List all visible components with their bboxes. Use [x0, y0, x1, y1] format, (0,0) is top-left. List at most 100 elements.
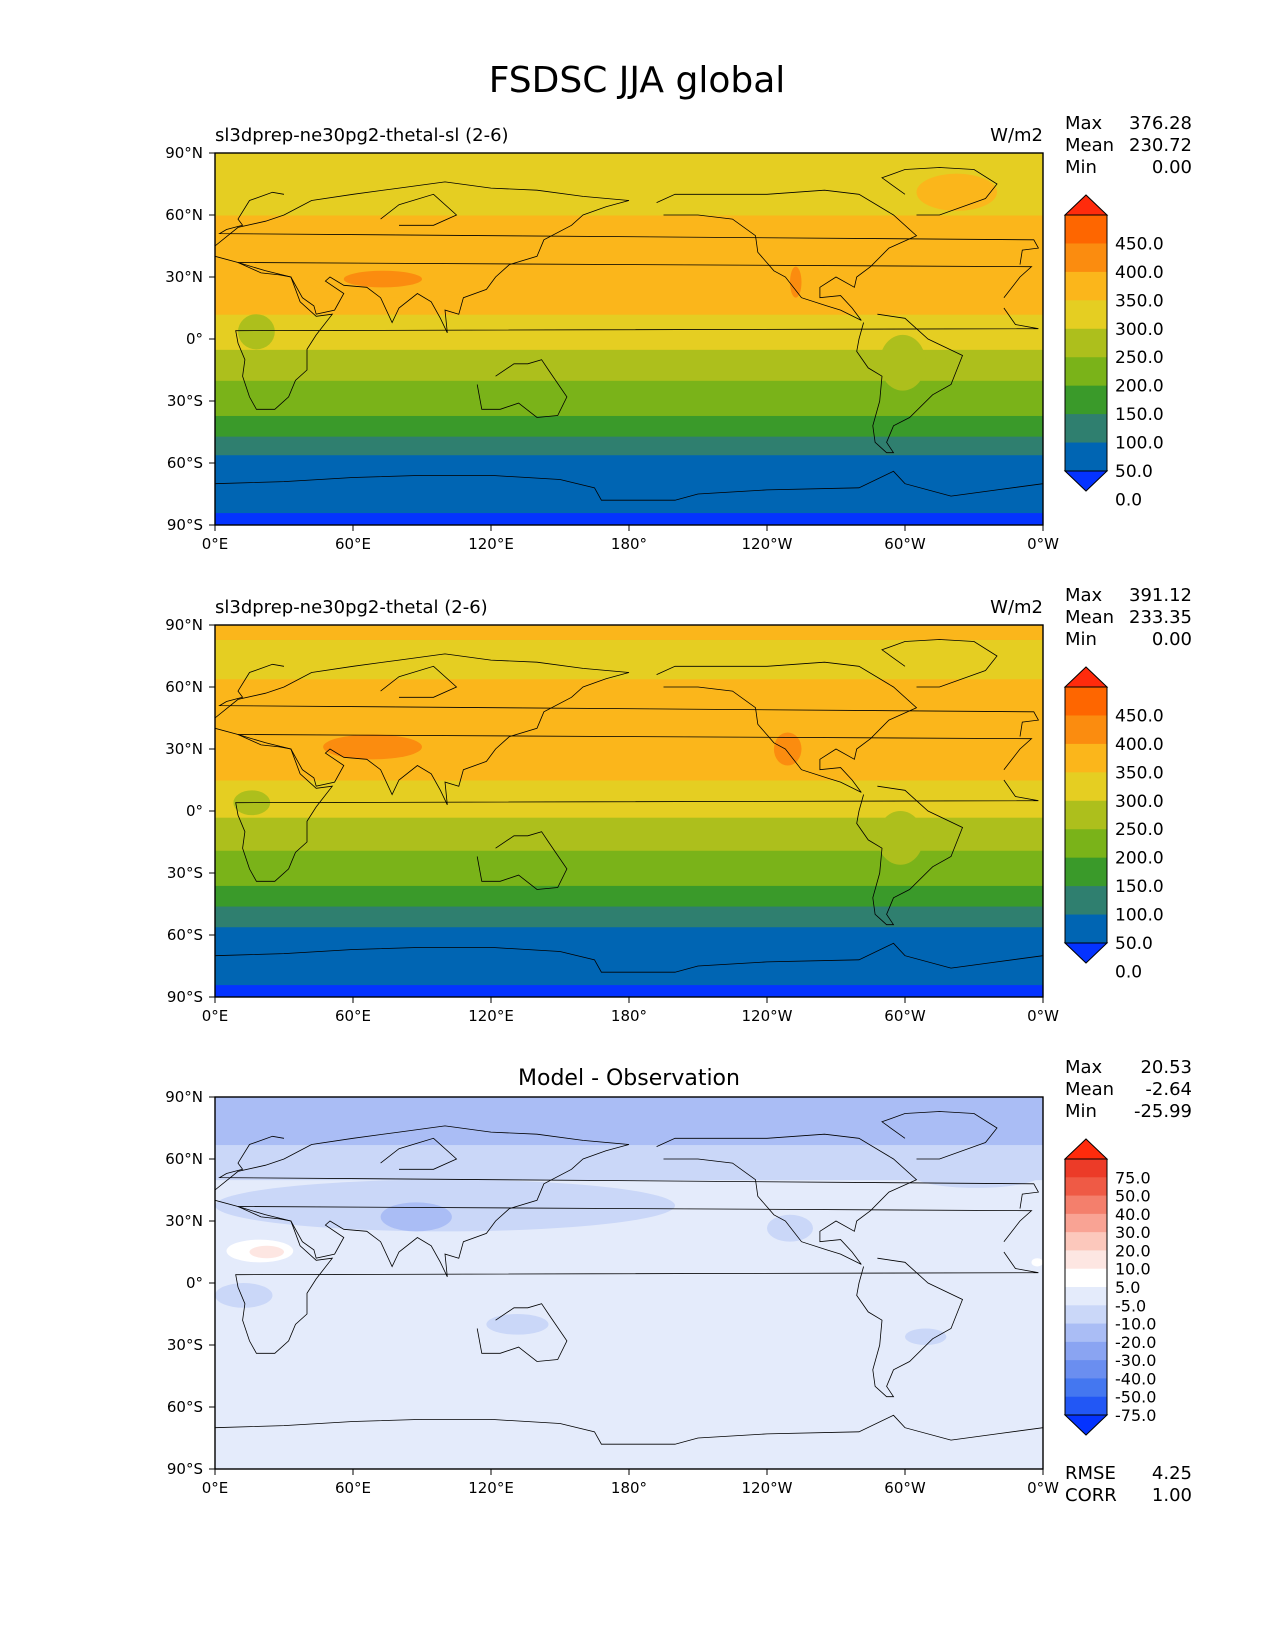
coastline	[856, 313, 964, 454]
y-tick-label: 90°N	[165, 616, 203, 634]
y-tick-label: 90°S	[167, 1460, 203, 1478]
coastline	[476, 831, 568, 890]
panel-title: Model - Observation	[518, 1066, 740, 1091]
x-tick-label: 60°W	[884, 1479, 926, 1497]
stat-value: -25.99	[1134, 1101, 1192, 1122]
region-anomaly	[486, 1314, 549, 1335]
map-area	[215, 625, 1043, 997]
region-anomaly	[767, 1214, 813, 1242]
stat-label: Max	[1065, 585, 1103, 606]
region-anomaly	[877, 811, 924, 865]
x-tick-label: 0°E	[202, 535, 229, 553]
colorbar-frame	[1064, 214, 1108, 472]
x-tick-label: 0°E	[202, 1479, 229, 1497]
colorbar: 450.0 400.0 350.0 300.0 250.0 200.0 150.0 100.0…	[1063, 666, 1164, 982]
x-tick-label: 120°W	[742, 1479, 793, 1497]
colorbar-label: -20.0	[1115, 1333, 1156, 1352]
colorbar-label: 200.0	[1115, 849, 1164, 869]
colorbar-label: -5.0	[1115, 1296, 1146, 1315]
colorbar: 450.0 400.0 350.0 300.0 250.0 200.0 150.0 100.0…	[1063, 194, 1164, 510]
coastline	[215, 942, 1043, 973]
metric-value: 4.25	[1152, 1463, 1192, 1484]
x-tick-label: 0°W	[1027, 1479, 1059, 1497]
coastline	[235, 262, 1039, 410]
colorbar-label: 350.0	[1115, 763, 1164, 783]
y-tick-label: 60°S	[167, 454, 203, 472]
x-tick-label: 120°E	[468, 1007, 514, 1025]
region-anomaly	[909, 1159, 1043, 1188]
stat-label: Mean	[1065, 135, 1114, 156]
colorbar-label: 100.0	[1115, 434, 1164, 454]
x-tick-label: 180°	[611, 535, 647, 553]
region-anomaly	[343, 270, 422, 288]
stat-value: 391.12	[1129, 585, 1192, 606]
region-anomaly	[380, 1202, 452, 1232]
colorbar-label: -30.0	[1115, 1351, 1156, 1370]
zonal-band	[215, 906, 1043, 928]
region-anomaly	[790, 266, 802, 298]
colorbar-segment	[1065, 914, 1107, 944]
coastline	[656, 661, 918, 793]
colorbar-extend-min	[1063, 942, 1109, 964]
colorbar-segment	[1065, 1232, 1107, 1251]
x-tick-label: 0°W	[1027, 535, 1059, 553]
colorbar-label: 100.0	[1115, 906, 1164, 926]
colorbar-segment	[1065, 1305, 1107, 1325]
colorbar-segment	[1065, 1360, 1107, 1379]
region-anomaly	[323, 734, 422, 760]
colorbar-label: 300.0	[1115, 792, 1164, 812]
colorbar-segment	[1065, 328, 1107, 358]
zonal-band	[215, 415, 1043, 437]
stat-label: Max	[1065, 113, 1103, 134]
colorbar-label: 250.0	[1115, 820, 1164, 840]
y-tick-label: 90°N	[165, 1088, 203, 1106]
coastline	[218, 191, 1040, 265]
colorbar-segment	[1065, 1213, 1107, 1233]
colorbar-segment	[1065, 300, 1107, 330]
colorbar-segment	[1065, 687, 1107, 716]
x-tick-label: 60°E	[335, 1479, 371, 1497]
zonal-band	[215, 780, 1043, 818]
y-tick-label: 60°N	[165, 1150, 203, 1168]
metric-label: CORR	[1065, 1485, 1117, 1506]
x-tick-label: 0°W	[1027, 1007, 1059, 1025]
coastline	[380, 193, 458, 226]
colorbar-segment	[1065, 442, 1107, 472]
units-label: W/m2	[990, 125, 1043, 146]
y-tick-label: 60°S	[167, 1398, 203, 1416]
coastline	[856, 785, 964, 926]
colorbar-label: 400.0	[1115, 263, 1164, 283]
zonal-band	[215, 678, 1043, 781]
zonal-band	[215, 1097, 1043, 1146]
x-tick-label: 60°W	[884, 535, 926, 553]
stat-value: 376.28	[1129, 113, 1192, 134]
colorbar-segment	[1065, 414, 1107, 444]
zonal-band	[215, 153, 1043, 216]
colorbar-label: -75.0	[1115, 1406, 1156, 1425]
colorbar-label: 450.0	[1115, 234, 1164, 254]
colorbar-label: -40.0	[1115, 1369, 1156, 1388]
coastline	[881, 1111, 998, 1160]
stat-label: Mean	[1065, 1079, 1114, 1100]
colorbar-segment	[1065, 1396, 1107, 1416]
coastline	[218, 663, 1040, 737]
panel-title: sl3dprep-ne30pg2-thetal-sl (2-6)	[215, 125, 509, 146]
stat-value: 230.72	[1129, 135, 1192, 156]
stat-value: 20.53	[1140, 1057, 1192, 1078]
colorbar-segment	[1065, 271, 1107, 301]
region-anomaly	[249, 1245, 284, 1259]
stat-label: Min	[1065, 629, 1097, 650]
region-anomaly	[215, 1283, 273, 1308]
colorbar-segment	[1065, 1268, 1107, 1288]
units-label: W/m2	[990, 597, 1043, 618]
region-anomaly	[879, 334, 926, 391]
stat-value: 0.00	[1152, 629, 1192, 650]
coastline	[215, 1414, 1043, 1445]
zonal-band	[215, 625, 1043, 640]
coastline	[656, 189, 918, 321]
colorbar-segment	[1065, 1378, 1107, 1398]
y-tick-label: 30°S	[167, 392, 203, 410]
region-anomaly	[215, 1179, 675, 1232]
panel-2: 90°N 60°N 30°N 0° 30°S 60°S 90°S0°E 60°E 120°E 18…	[165, 585, 1192, 1025]
y-tick-label: 30°S	[167, 1336, 203, 1354]
